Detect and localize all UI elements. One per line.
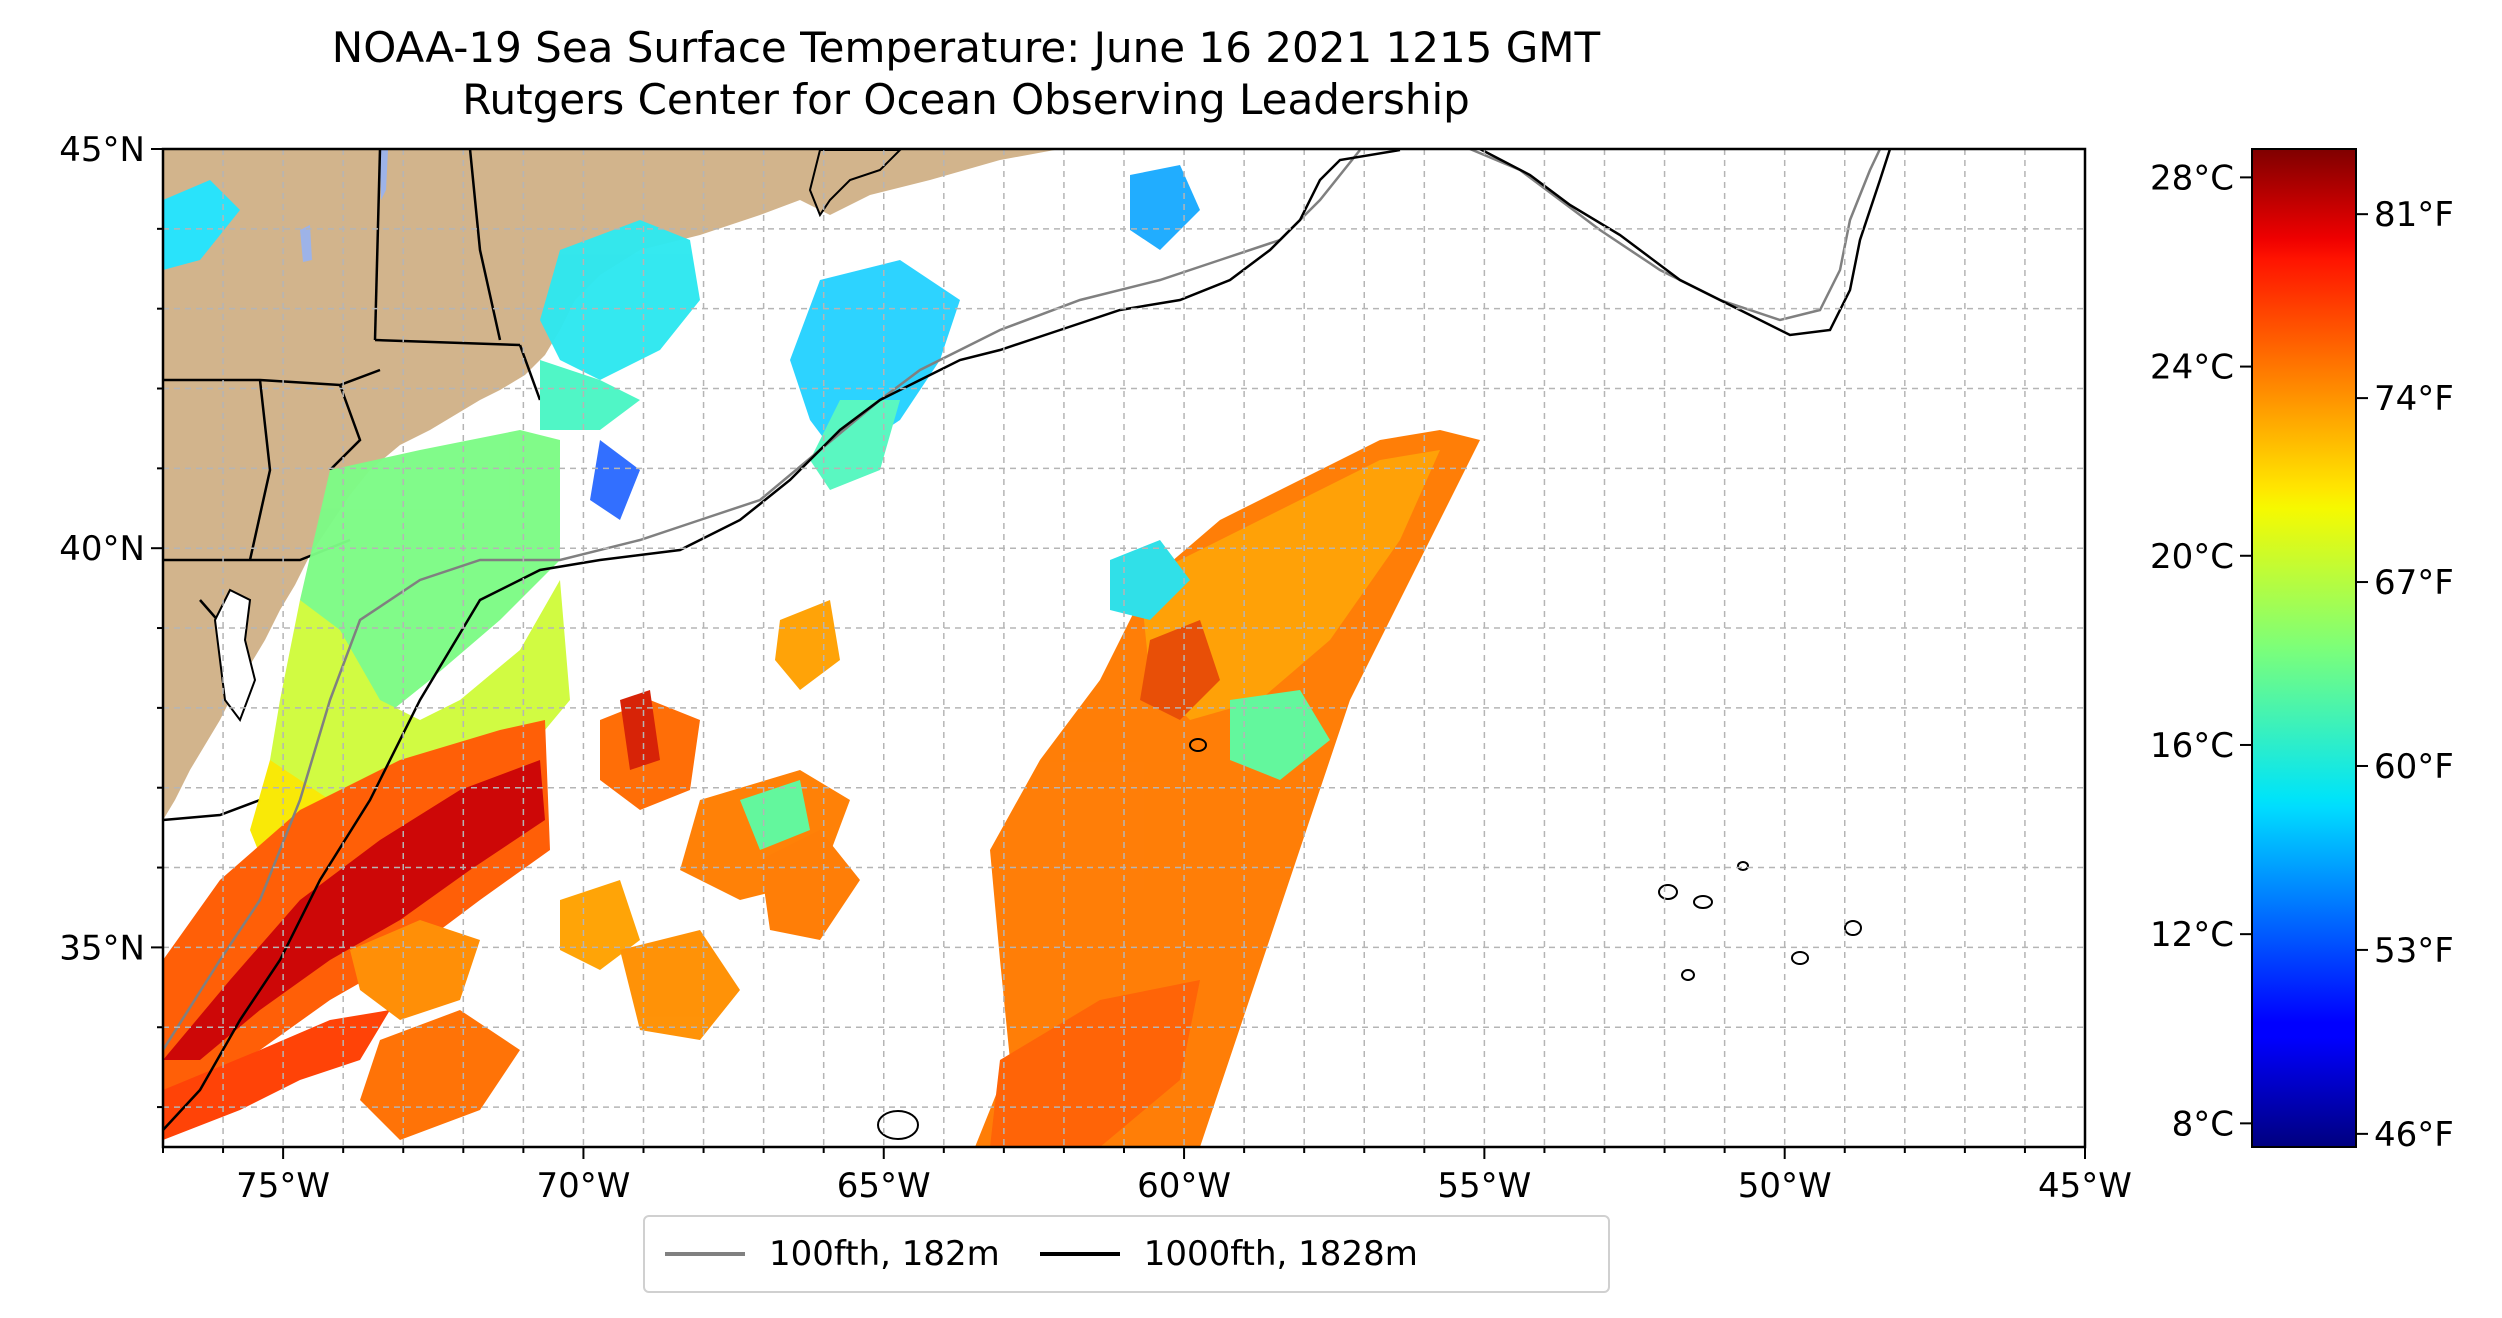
gridlines [163,149,2085,1147]
colorbar-ticks: 28°C 24°C 20°C 16°C 12°C 8°C 81°F 74°F 67°F 60°F 5… [2150,158,2454,1154]
lon-tick-label: 45°W [2038,1166,2132,1206]
legend-label: 1000fth, 1828m [1143,1234,1418,1274]
legend-swatch [1039,1252,1120,1256]
celsius-tick-label: 24°C [2150,348,2234,388]
legend-swatch [665,1252,745,1256]
land-cape-cod [808,149,903,218]
chesapeake-bay [213,588,257,723]
celsius-tick-label: 12°C [2150,915,2234,955]
lon-tick-label: 60°W [1137,1166,1231,1206]
celsius-tick-label: 28°C [2150,158,2234,198]
legend-item-1000fth: 1000fth, 1828m [1020,1234,1418,1274]
colorbar [2251,148,2357,1148]
lon-tick-label: 75°W [236,1166,330,1206]
fahrenheit-tick-label: 46°F [2374,1115,2454,1155]
celsius-tick-label: 8°C [2172,1104,2234,1144]
lake [300,225,312,262]
lon-tick-label: 55°W [1437,1166,1531,1206]
fahrenheit-tick-label: 81°F [2374,195,2454,235]
lon-tick-label: 70°W [536,1166,630,1206]
lon-tick-label: 65°W [837,1166,931,1206]
lat-tick-label: 35°N [59,928,145,968]
lon-tick-label: 50°W [1738,1166,1832,1206]
fahrenheit-tick-label: 53°F [2374,931,2454,971]
axis-ticks: 75°W 70°W 65°W 60°W 55°W 50°W 45°W 45°N 40°N 35°N [59,130,2132,1206]
celsius-tick-label: 20°C [2150,537,2234,577]
isobath-1000fth [163,149,1892,1131]
celsius-tick-label: 16°C [2150,726,2234,766]
lat-tick-label: 40°N [59,529,145,569]
legend-item-100fth: 100fth, 182m [645,1234,1000,1274]
fahrenheit-tick-label: 74°F [2374,379,2454,419]
lake [380,150,388,200]
legend: 100fth, 182m 1000fth, 1828m [643,1215,1610,1293]
isobaths [163,149,1892,1140]
isobath-100fth [163,149,1882,1051]
lat-tick-label: 45°N [59,130,145,170]
map-area [163,149,2085,1147]
title-line-1: NOAA-19 Sea Surface Temperature: June 16… [331,23,1601,72]
fahrenheit-tick-label: 67°F [2374,563,2454,603]
fahrenheit-tick-label: 60°F [2374,747,2454,787]
legend-label: 100fth, 182m [769,1234,1000,1274]
land-mass [163,149,1060,820]
title-line-2: Rutgers Center for Ocean Observing Leade… [462,75,1470,124]
map-title: NOAA-19 Sea Surface Temperature: June 16… [0,22,1932,126]
